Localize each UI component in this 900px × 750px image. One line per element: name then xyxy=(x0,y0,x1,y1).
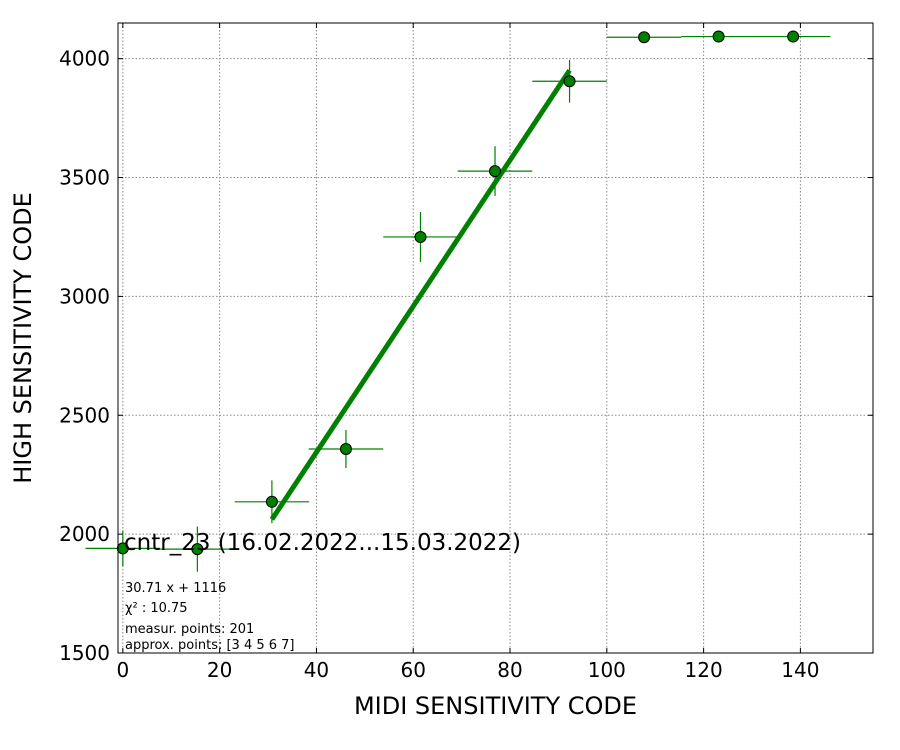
data-point xyxy=(116,542,129,555)
data-point xyxy=(563,75,576,88)
y-tick-label: 4000 xyxy=(59,47,110,71)
grid xyxy=(118,23,873,653)
chart-title: cntr_23 (16.02.2022...15.03.2022) xyxy=(124,530,521,556)
y-tick-label: 2000 xyxy=(59,522,110,546)
x-tick-label: 60 xyxy=(400,658,425,682)
y-tick-label: 3500 xyxy=(59,166,110,190)
x-tick-label: 120 xyxy=(685,658,723,682)
data-point xyxy=(339,443,352,456)
data-point xyxy=(638,31,651,44)
data-point xyxy=(489,165,502,178)
data-point xyxy=(265,495,278,508)
x-tick-label: 100 xyxy=(588,658,626,682)
y-axis-label: HIGH SENSITIVITY CODE xyxy=(9,192,37,484)
x-tick-label: 40 xyxy=(304,658,329,682)
x-tick-label: 80 xyxy=(497,658,522,682)
y-tick-label: 1500 xyxy=(59,641,110,665)
x-tick-label: 0 xyxy=(116,658,129,682)
chi-squared: χ² : 10.75 xyxy=(125,601,188,616)
x-tick-label: 20 xyxy=(207,658,232,682)
fit-line xyxy=(269,69,572,521)
axis-ticks: 0 20 40 60 80 100 120 140 1500 2000 2500 3000 3500 40… xyxy=(59,23,873,682)
plot-frame xyxy=(117,22,874,654)
data-point xyxy=(787,30,800,43)
data-point xyxy=(191,543,204,556)
data-point xyxy=(712,30,725,43)
data-point xyxy=(414,230,427,243)
fit-equation: 30.71 x + 1116 xyxy=(125,581,226,596)
x-tick-label: 140 xyxy=(781,658,819,682)
approx-points: approx. points: [3 4 5 6 7] xyxy=(125,638,295,653)
measur-points: measur. points: 201 xyxy=(125,622,254,637)
y-tick-label: 3000 xyxy=(59,284,110,308)
x-axis-label: MIDI SENSITIVITY CODE xyxy=(354,692,637,720)
y-tick-label: 2500 xyxy=(59,403,110,427)
chart-marks xyxy=(85,30,831,572)
